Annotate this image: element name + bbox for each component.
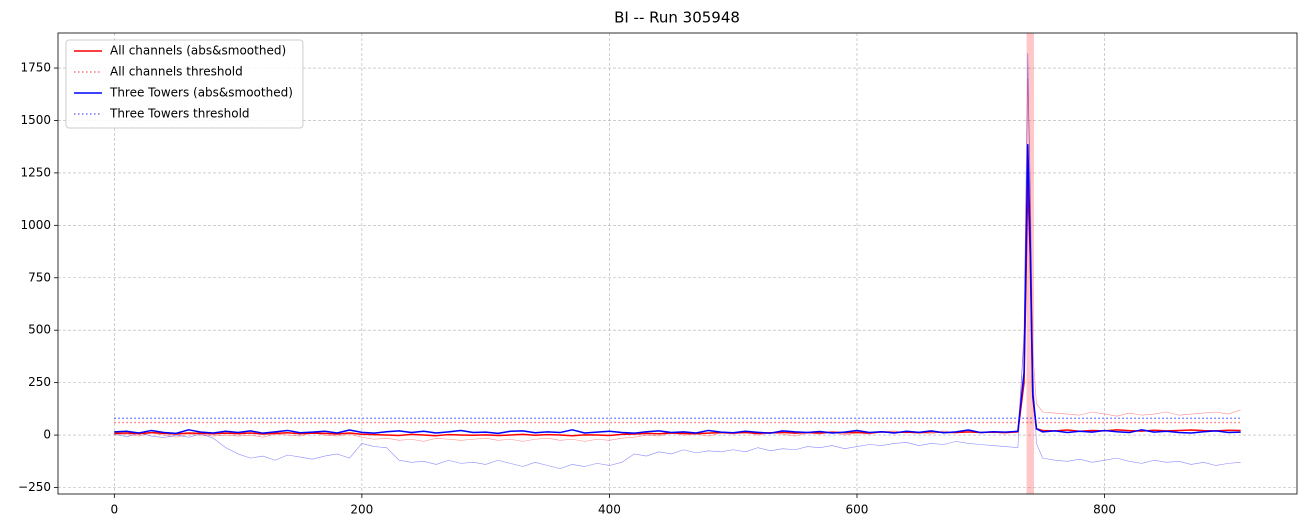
- series-line: [114, 182, 1241, 437]
- y-tick-label: 1250: [20, 165, 51, 179]
- series-line: [114, 78, 1241, 442]
- x-tick-label: 600: [846, 503, 869, 517]
- x-tick-label: 200: [350, 503, 373, 517]
- x-tick-label: 800: [1093, 503, 1116, 517]
- legend-label: All channels (abs&smoothed): [110, 44, 286, 58]
- series-line: [114, 143, 1241, 435]
- y-tick-label: 250: [28, 375, 51, 389]
- y-tick-label: 500: [28, 323, 51, 337]
- legend-label: Three Towers threshold: [109, 107, 250, 121]
- plot-frame: [57, 32, 1298, 495]
- legend-label: All channels threshold: [110, 65, 243, 79]
- y-tick-label: 1750: [20, 61, 51, 75]
- x-tick-label: 400: [598, 503, 621, 517]
- y-tick-label: −250: [18, 480, 51, 494]
- legend-box: [65, 39, 304, 129]
- legend: All channels (abs&smoothed) All channels …: [65, 39, 304, 129]
- y-tick-label: 0: [43, 428, 51, 442]
- series-line: [114, 53, 1241, 469]
- x-tick-label: 0: [110, 503, 118, 517]
- y-tick-label: 750: [28, 270, 51, 284]
- legend-label: Three Towers (abs&smoothed): [109, 86, 293, 100]
- y-tick-label: 1500: [20, 113, 51, 127]
- y-tick-label: 1000: [20, 218, 51, 232]
- chart-title: BI -- Run 305948: [614, 9, 740, 27]
